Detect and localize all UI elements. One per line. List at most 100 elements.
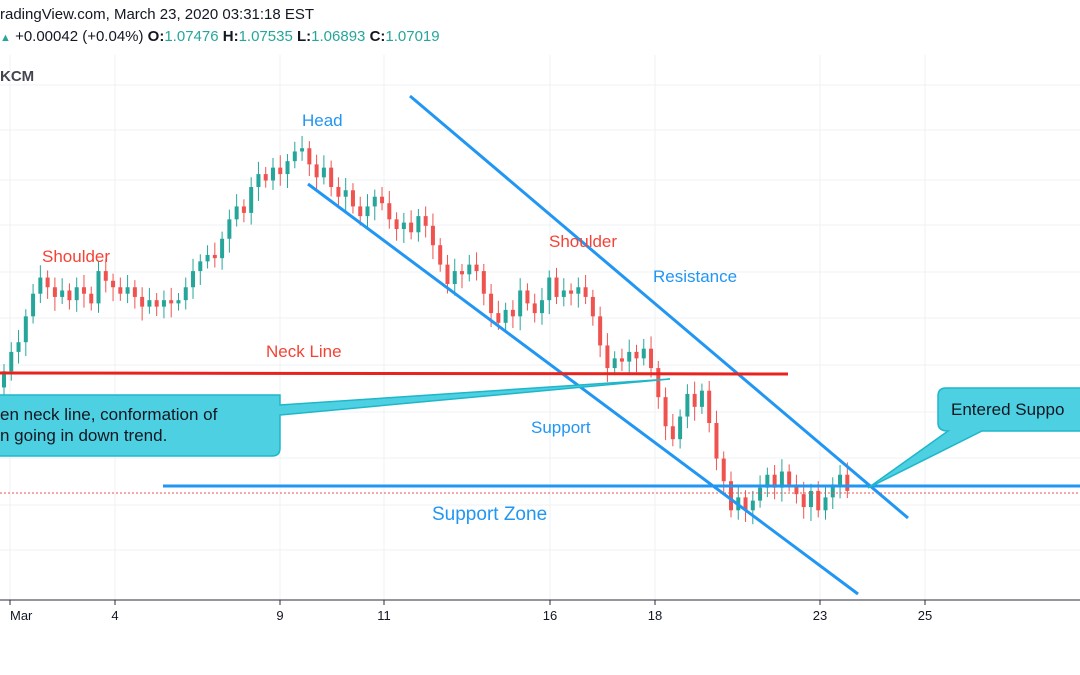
candle-up[interactable] xyxy=(830,484,835,498)
candle-down[interactable] xyxy=(619,358,624,362)
candle-up[interactable] xyxy=(198,261,203,272)
candle-down[interactable] xyxy=(380,196,385,204)
candle-up[interactable] xyxy=(16,342,21,352)
candle-down[interactable] xyxy=(445,264,450,285)
candle-down[interactable] xyxy=(111,280,116,288)
candle-up[interactable] xyxy=(227,219,232,239)
candle-up[interactable] xyxy=(838,474,843,485)
candle-down[interactable] xyxy=(634,351,639,359)
candle-down[interactable] xyxy=(605,345,610,369)
candle-up[interactable] xyxy=(750,500,755,511)
candle-down[interactable] xyxy=(743,497,748,511)
callout-left-box[interactable] xyxy=(0,378,671,457)
candle-up[interactable] xyxy=(467,264,472,275)
candle-up[interactable] xyxy=(9,351,14,372)
candle-up[interactable] xyxy=(539,300,544,314)
candle-up[interactable] xyxy=(372,196,377,207)
candle-down[interactable] xyxy=(496,313,501,323)
candle-down[interactable] xyxy=(409,222,414,233)
candle-up[interactable] xyxy=(292,151,297,162)
candle-up[interactable] xyxy=(183,287,188,301)
candle-up[interactable] xyxy=(503,309,508,323)
candle-down[interactable] xyxy=(598,316,603,346)
candle-up[interactable] xyxy=(321,167,326,178)
candles[interactable] xyxy=(2,135,850,525)
candle-up[interactable] xyxy=(96,271,101,304)
candle-up[interactable] xyxy=(285,161,290,175)
candle-up[interactable] xyxy=(758,487,763,501)
candle-down[interactable] xyxy=(649,348,654,369)
candle-down[interactable] xyxy=(263,174,268,181)
candle-down[interactable] xyxy=(801,494,806,508)
candle-up[interactable] xyxy=(23,316,28,343)
candle-down[interactable] xyxy=(554,277,559,297)
candle-down[interactable] xyxy=(350,190,355,207)
candle-down[interactable] xyxy=(590,296,595,317)
candle-down[interactable] xyxy=(707,390,712,424)
candle-up[interactable] xyxy=(60,290,65,297)
candle-down[interactable] xyxy=(140,296,145,307)
candle-up[interactable] xyxy=(147,300,152,307)
candle-down[interactable] xyxy=(394,219,399,230)
candle-down[interactable] xyxy=(816,490,821,511)
candle-down[interactable] xyxy=(81,287,86,294)
candle-up[interactable] xyxy=(270,167,275,181)
candle-down[interactable] xyxy=(532,303,537,314)
candle-up[interactable] xyxy=(808,490,813,508)
candle-up[interactable] xyxy=(452,271,457,285)
candle-up[interactable] xyxy=(234,206,239,220)
candle-down[interactable] xyxy=(423,216,428,226)
candle-down[interactable] xyxy=(118,287,123,294)
candle-down[interactable] xyxy=(845,474,850,491)
candle-down[interactable] xyxy=(663,397,668,427)
candle-up[interactable] xyxy=(547,277,552,301)
candle-up[interactable] xyxy=(823,497,828,511)
candle-up[interactable] xyxy=(641,348,646,359)
candle-up[interactable] xyxy=(401,222,406,230)
candle-down[interactable] xyxy=(569,290,574,294)
candle-down[interactable] xyxy=(329,167,334,188)
candle-down[interactable] xyxy=(489,293,494,314)
candle-down[interactable] xyxy=(787,471,792,485)
candle-down[interactable] xyxy=(525,290,530,304)
candle-up[interactable] xyxy=(678,416,683,440)
candle-up[interactable] xyxy=(31,293,36,317)
candle-down[interactable] xyxy=(89,293,94,304)
candle-up[interactable] xyxy=(205,254,210,262)
candle-down[interactable] xyxy=(670,426,675,440)
candle-down[interactable] xyxy=(438,245,443,265)
candle-down[interactable] xyxy=(692,393,697,407)
candle-down[interactable] xyxy=(132,287,137,297)
candle-up[interactable] xyxy=(249,187,254,213)
candle-down[interactable] xyxy=(729,481,733,511)
candle-up[interactable] xyxy=(765,474,770,488)
candle-up[interactable] xyxy=(38,277,43,294)
candle-up[interactable] xyxy=(74,287,79,301)
candle-down[interactable] xyxy=(169,300,174,304)
candle-up[interactable] xyxy=(779,471,784,488)
candle-up[interactable] xyxy=(699,390,704,407)
candle-down[interactable] xyxy=(430,225,435,246)
candle-up[interactable] xyxy=(2,371,6,388)
candle-down[interactable] xyxy=(656,368,661,398)
candle-down[interactable] xyxy=(358,206,363,217)
candle-down[interactable] xyxy=(336,187,341,197)
candle-down[interactable] xyxy=(212,254,217,259)
candle-down[interactable] xyxy=(772,474,777,488)
candle-down[interactable] xyxy=(474,264,479,272)
candle-up[interactable] xyxy=(685,393,690,417)
candle-down[interactable] xyxy=(103,271,108,281)
candle-up[interactable] xyxy=(125,287,130,294)
candle-down[interactable] xyxy=(307,148,312,165)
candle-down[interactable] xyxy=(241,206,246,213)
candle-up[interactable] xyxy=(300,148,305,152)
candle-up[interactable] xyxy=(627,351,632,362)
candle-up[interactable] xyxy=(343,190,348,197)
candle-down[interactable] xyxy=(154,300,159,307)
candle-down[interactable] xyxy=(510,309,515,317)
candle-up[interactable] xyxy=(161,300,166,307)
candle-up[interactable] xyxy=(416,216,421,233)
resistance-line[interactable] xyxy=(409,94,909,520)
candle-up[interactable] xyxy=(612,358,617,369)
candle-down[interactable] xyxy=(460,271,465,275)
